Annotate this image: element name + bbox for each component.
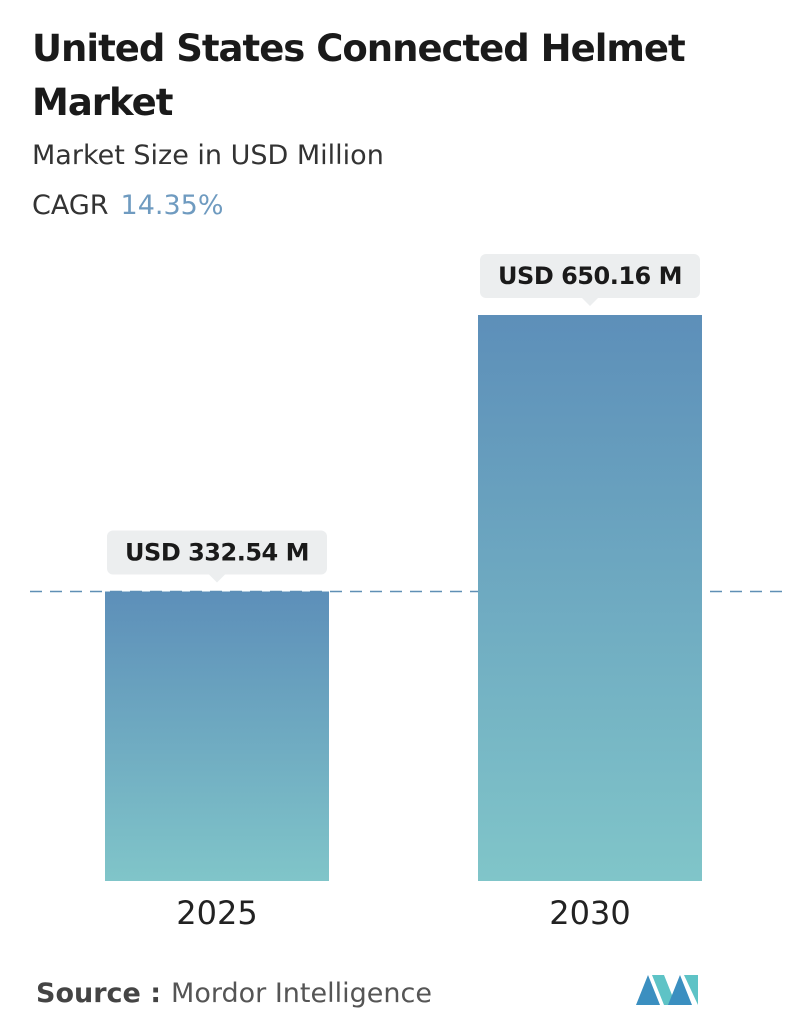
source-label: Source :	[36, 978, 162, 1009]
cagr: CAGR 14.35%	[32, 190, 235, 221]
chart-subtitle: Market Size in USD Million	[32, 140, 384, 171]
logo	[636, 975, 698, 1005]
chart-title: United States Connected Helmet Market	[32, 27, 686, 124]
x-tick-label: 2025	[176, 894, 257, 932]
value-label-box	[107, 530, 327, 575]
value-label-pointer	[582, 298, 598, 306]
value-label: USD 650.16 M	[498, 262, 682, 290]
bar	[478, 315, 702, 881]
value-label-pointer	[209, 574, 225, 583]
x-tick-label: 2030	[549, 894, 630, 932]
cagr-value: 14.35%	[120, 190, 224, 221]
source: Source : Mordor Intelligence	[36, 978, 432, 1009]
value-label: USD 332.54 M	[125, 539, 309, 567]
bar	[105, 591, 329, 881]
source-text: Mordor Intelligence	[171, 978, 432, 1009]
cagr-label: CAGR	[32, 190, 109, 221]
value-label-box	[480, 254, 700, 298]
